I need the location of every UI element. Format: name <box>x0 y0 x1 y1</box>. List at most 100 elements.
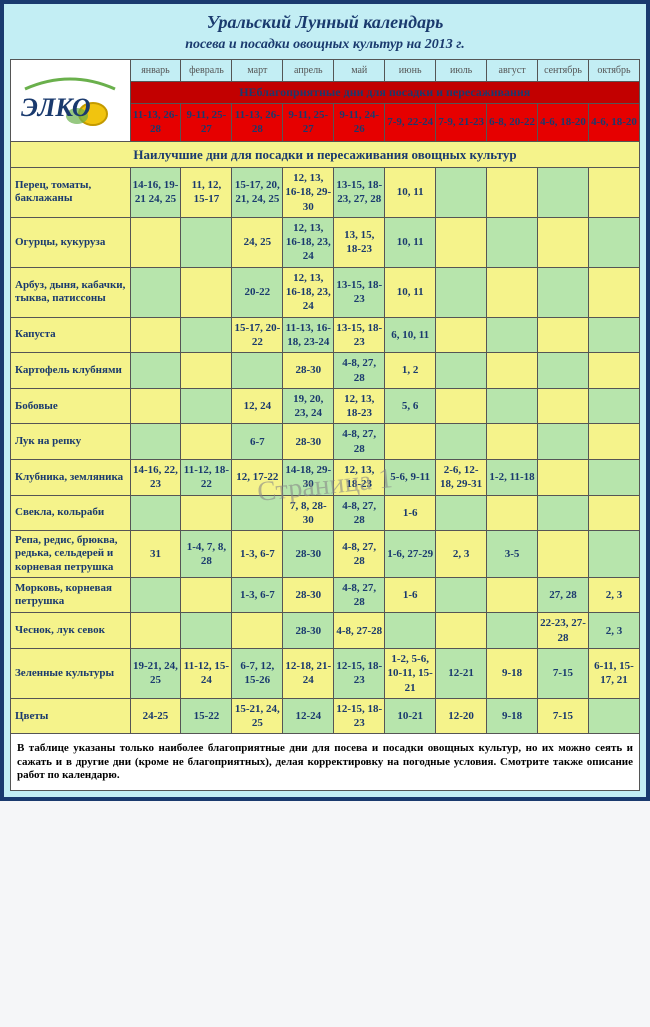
data-cell <box>487 388 538 424</box>
month-header: май <box>334 60 385 82</box>
data-cell <box>232 353 283 389</box>
month-header: март <box>232 60 283 82</box>
best-days-header: Наилучшие дни для посадки и пересаживани… <box>11 142 640 168</box>
data-cell: 6-7 <box>232 424 283 460</box>
crop-label: Огурцы, кукуруза <box>11 217 131 267</box>
data-cell: 11-12, 15-24 <box>181 648 232 698</box>
data-cell: 20-22 <box>232 267 283 317</box>
data-cell: 15-22 <box>181 698 232 734</box>
data-cell: 5-6, 9-11 <box>385 460 436 496</box>
data-cell <box>538 168 589 218</box>
crop-label: Капуста <box>11 317 131 353</box>
data-cell <box>436 388 487 424</box>
data-cell: 9-18 <box>487 648 538 698</box>
data-cell <box>181 267 232 317</box>
data-cell <box>487 353 538 389</box>
data-cell: 10, 11 <box>385 217 436 267</box>
data-cell: 12-20 <box>436 698 487 734</box>
data-cell <box>588 217 639 267</box>
crop-label: Зеленные культуры <box>11 648 131 698</box>
unfavorable-cell: 7-9, 21-23 <box>436 104 487 142</box>
data-cell: 1, 2 <box>385 353 436 389</box>
data-cell <box>232 495 283 531</box>
data-cell: 22-23, 27-28 <box>538 613 589 649</box>
data-cell: 4-8, 27, 28 <box>334 495 385 531</box>
month-header: январь <box>130 60 181 82</box>
data-cell <box>487 577 538 613</box>
data-cell <box>436 424 487 460</box>
unfavorable-cell: 4-6, 18-20 <box>588 104 639 142</box>
data-cell: 1-3, 6-7 <box>232 577 283 613</box>
data-cell: 10, 11 <box>385 267 436 317</box>
data-cell <box>130 217 181 267</box>
data-cell: 11, 12, 15-17 <box>181 168 232 218</box>
data-cell <box>436 613 487 649</box>
data-cell <box>385 613 436 649</box>
data-cell: 11-13, 16-18, 23-24 <box>283 317 334 353</box>
data-cell: 15-21, 24, 25 <box>232 698 283 734</box>
calendar-table: ЭЛКОянварьфевральмартапрельмайиюньиюльав… <box>10 59 640 734</box>
data-cell: 28-30 <box>283 424 334 460</box>
crop-label: Чеснок, лук севок <box>11 613 131 649</box>
data-cell: 4-8, 27, 28 <box>334 577 385 613</box>
data-cell <box>181 577 232 613</box>
data-cell <box>487 267 538 317</box>
crop-label: Свекла, кольраби <box>11 495 131 531</box>
data-cell: 2-6, 12-18, 29-31 <box>436 460 487 496</box>
data-cell: 1-2, 11-18 <box>487 460 538 496</box>
data-cell: 12, 24 <box>232 388 283 424</box>
data-cell: 19, 20, 23, 24 <box>283 388 334 424</box>
data-cell: 1-6 <box>385 577 436 613</box>
data-cell: 12, 13, 16-18, 29-30 <box>283 168 334 218</box>
data-cell: 1-3, 6-7 <box>232 531 283 578</box>
data-cell: 7-15 <box>538 698 589 734</box>
data-cell <box>130 495 181 531</box>
data-cell <box>487 317 538 353</box>
crop-label: Лук на репку <box>11 424 131 460</box>
crop-label: Картофель клубнями <box>11 353 131 389</box>
data-cell: 13, 15, 18-23 <box>334 217 385 267</box>
data-cell <box>436 317 487 353</box>
data-cell: 2, 3 <box>588 577 639 613</box>
month-header: июнь <box>385 60 436 82</box>
data-cell: 31 <box>130 531 181 578</box>
data-cell: 13-15, 18-23, 27, 28 <box>334 168 385 218</box>
unfavorable-cell: 7-9, 22-24 <box>385 104 436 142</box>
data-cell: 12-15, 18-23 <box>334 648 385 698</box>
data-cell <box>130 613 181 649</box>
unfavorable-cell: 6-8, 20-22 <box>487 104 538 142</box>
data-cell <box>436 267 487 317</box>
data-cell <box>538 267 589 317</box>
unfavorable-header: НЕблагоприятные дни для посадки и переса… <box>130 82 639 104</box>
data-cell <box>588 267 639 317</box>
logo-cell: ЭЛКО <box>11 60 131 142</box>
data-cell: 12-18, 21-24 <box>283 648 334 698</box>
data-cell <box>588 168 639 218</box>
data-cell <box>588 495 639 531</box>
unfavorable-cell: 11-13, 26-28 <box>232 104 283 142</box>
data-cell <box>130 424 181 460</box>
data-cell <box>181 217 232 267</box>
crop-label: Репа, редис, брюква, редька, сельдерей и… <box>11 531 131 578</box>
data-cell <box>487 168 538 218</box>
data-cell: 28-30 <box>283 531 334 578</box>
unfavorable-cell: 4-6, 18-20 <box>538 104 589 142</box>
data-cell: 12-21 <box>436 648 487 698</box>
data-cell <box>588 531 639 578</box>
data-cell <box>181 353 232 389</box>
data-cell: 11-12, 18-22 <box>181 460 232 496</box>
data-cell: 1-4, 7, 8, 28 <box>181 531 232 578</box>
data-cell: 13-15, 18-23 <box>334 317 385 353</box>
data-cell: 28-30 <box>283 577 334 613</box>
data-cell: 12, 17-22 <box>232 460 283 496</box>
month-header: июль <box>436 60 487 82</box>
data-cell: 19-21, 24, 25 <box>130 648 181 698</box>
data-cell <box>232 613 283 649</box>
crop-label: Арбуз, дыня, кабачки, тыква, патиссоны <box>11 267 131 317</box>
data-cell: 1-6, 27-29 <box>385 531 436 578</box>
unfavorable-cell: 9-11, 25-27 <box>283 104 334 142</box>
footer-note: В таблице указаны только наиболее благоп… <box>10 734 640 791</box>
data-cell <box>436 168 487 218</box>
crop-label: Клубника, земляника <box>11 460 131 496</box>
data-cell <box>487 217 538 267</box>
